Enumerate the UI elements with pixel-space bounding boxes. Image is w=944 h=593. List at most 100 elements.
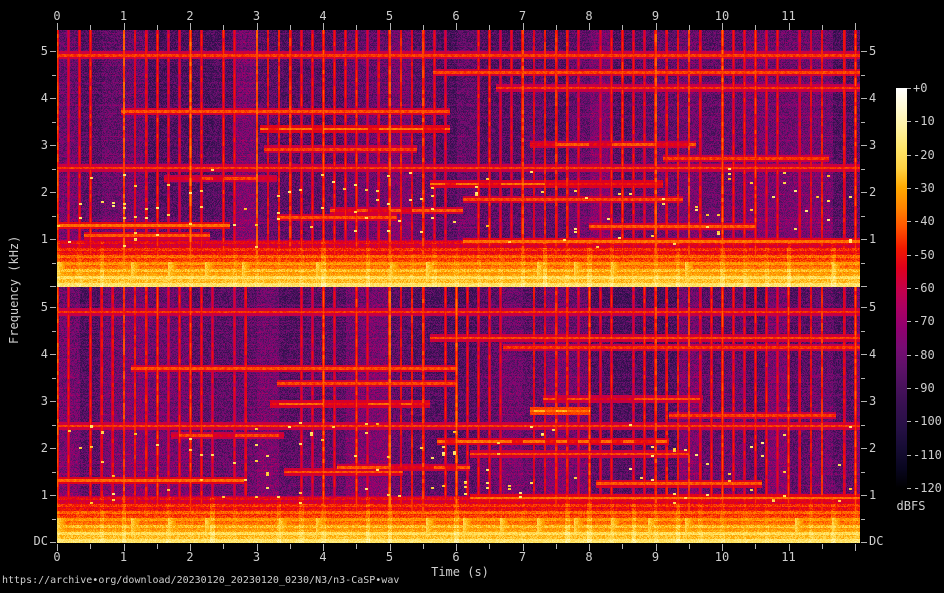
freq-tick-label: 1: [40, 232, 48, 246]
freq-tick: [50, 354, 56, 355]
freq-tick: [861, 286, 867, 287]
time-tick: [123, 23, 125, 30]
freq-tick: [52, 121, 56, 123]
freq-tick: [861, 168, 865, 170]
colorbar-tick: [907, 88, 911, 89]
freq-tick-label: 5: [40, 300, 48, 314]
freq-tick-label: 3: [40, 394, 48, 408]
time-tick: [422, 544, 424, 549]
time-tick: [788, 23, 790, 30]
time-tick: [821, 544, 823, 549]
dc-label: DC: [33, 534, 48, 548]
freq-tick: [50, 286, 56, 287]
time-tick-label: 0: [53, 550, 61, 564]
url-caption: https://archive•org/download/20230120_20…: [2, 575, 400, 586]
time-tick-label: 5: [385, 9, 394, 23]
colorbar-tick-label: -70: [913, 314, 935, 329]
freq-tick: [50, 192, 56, 193]
colorbar-tick: [907, 488, 911, 489]
time-tick: [190, 544, 191, 551]
time-tick: [655, 544, 657, 551]
time-tick: [256, 23, 258, 30]
time-tick: [722, 23, 723, 30]
colorbar-gradient: [896, 88, 907, 488]
freq-tick: [50, 51, 56, 52]
colorbar-tick: [907, 221, 911, 223]
freq-tick: [50, 98, 56, 99]
time-tick-label: 0: [53, 9, 61, 23]
colorbar-tick: [907, 121, 911, 123]
freq-tick-label: 2: [869, 441, 877, 455]
time-tick: [755, 544, 757, 549]
freq-tick: [861, 98, 867, 99]
time-tick: [422, 25, 424, 30]
freq-tick: [52, 377, 56, 379]
time-tick: [389, 23, 391, 30]
freq-tick: [52, 471, 56, 473]
time-tick: [722, 544, 723, 551]
freq-tick: [52, 74, 56, 76]
time-tick-label: 10: [714, 9, 730, 23]
y-axis-title: Frequency (kHz): [7, 235, 21, 344]
colorbar-tick: [907, 421, 911, 423]
freq-tick: [861, 51, 867, 52]
freq-tick-label: 2: [40, 441, 48, 455]
freq-tick: [50, 145, 56, 146]
freq-tick: [52, 330, 56, 332]
freq-tick: [861, 192, 867, 193]
time-tick: [123, 544, 125, 551]
time-tick-label: 1: [119, 9, 128, 23]
freq-tick: [861, 74, 865, 76]
time-tick-label: 2: [186, 9, 194, 23]
time-tick: [688, 25, 690, 30]
time-tick: [90, 544, 92, 549]
time-tick: [522, 544, 524, 551]
time-tick: [555, 544, 557, 549]
freq-tick: [861, 448, 867, 449]
time-tick: [356, 544, 358, 549]
freq-tick: [861, 401, 867, 402]
time-tick: [555, 25, 557, 30]
time-tick-label: 8: [585, 550, 593, 564]
x-axis-title: Time (s): [431, 565, 489, 579]
time-tick: [456, 544, 457, 551]
time-tick: [356, 25, 358, 30]
time-tick: [323, 544, 324, 551]
freq-tick: [861, 239, 867, 240]
freq-tick-label: 2: [40, 185, 48, 199]
colorbar-tick: [907, 154, 911, 156]
colorbar-tick-label: -110: [913, 447, 942, 462]
freq-tick: [861, 145, 867, 146]
freq-tick: [50, 495, 56, 496]
time-tick-label: 9: [651, 550, 660, 564]
time-tick-label: 3: [252, 550, 261, 564]
time-tick: [788, 544, 790, 551]
time-tick: [456, 23, 457, 30]
time-tick-label: 9: [651, 9, 660, 23]
freq-tick-label: 5: [40, 44, 48, 58]
freq-tick-label: 1: [40, 488, 48, 502]
freq-tick: [50, 307, 56, 308]
freq-tick: [861, 121, 865, 123]
time-tick: [622, 25, 624, 30]
time-tick: [688, 544, 690, 549]
freq-tick: [861, 471, 865, 473]
time-tick-label: 3: [252, 9, 261, 23]
colorbar-tick: [907, 321, 911, 323]
time-tick-label: 7: [518, 9, 527, 23]
colorbar-tick: [907, 454, 911, 456]
time-tick-label: 4: [319, 9, 327, 23]
time-tick: [323, 23, 324, 30]
freq-tick: [50, 401, 56, 402]
time-tick: [522, 23, 524, 30]
time-tick: [855, 23, 856, 30]
freq-tick-label: 2: [869, 185, 877, 199]
time-tick: [156, 25, 158, 30]
freq-tick-label: 5: [869, 300, 877, 314]
freq-tick-label: 1: [869, 488, 877, 502]
freq-tick: [52, 168, 56, 170]
time-tick: [256, 544, 258, 551]
colorbar-tick: [907, 288, 911, 289]
colorbar-unit-label: dBFS: [896, 499, 926, 513]
